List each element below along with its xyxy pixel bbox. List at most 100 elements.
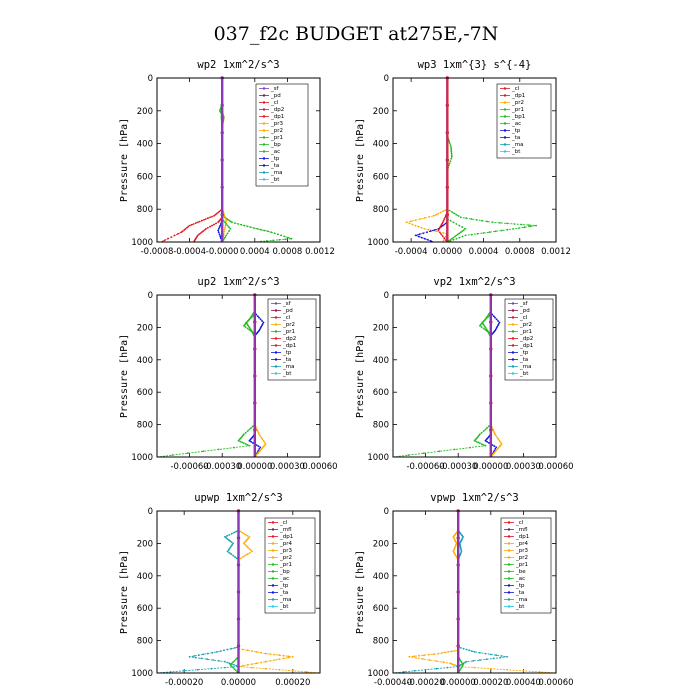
legend-marker xyxy=(271,591,275,594)
series-point xyxy=(495,327,498,329)
legend-label: _pr1 xyxy=(511,107,524,113)
series-line-ma xyxy=(156,511,239,674)
series-point xyxy=(230,662,233,665)
series-point xyxy=(256,428,258,431)
series-point xyxy=(248,444,251,447)
series-point xyxy=(460,666,463,669)
legend-label: _bt xyxy=(282,371,292,377)
series-point xyxy=(225,223,228,225)
series-point xyxy=(486,315,489,318)
x-tick-label: 0.0012 xyxy=(305,247,335,257)
series-point xyxy=(450,158,452,160)
series-point xyxy=(280,234,283,237)
series-point xyxy=(500,655,503,657)
legend-marker xyxy=(507,591,511,594)
x-tick-label: -0.00060 xyxy=(170,462,208,472)
y-tick-label: 400 xyxy=(373,572,389,582)
series-point xyxy=(260,228,262,231)
legend-label: _pr1 xyxy=(279,562,292,568)
series-point xyxy=(206,652,209,655)
series-point xyxy=(215,651,218,653)
panel-title: up2 1xm^2/s^3 xyxy=(197,276,279,288)
legend-label: _tp xyxy=(270,156,280,162)
x-tick-label: 0.0012 xyxy=(541,247,571,257)
series-point xyxy=(455,234,458,237)
y-tick-label: 0 xyxy=(148,507,153,517)
series-point xyxy=(242,664,244,667)
series-point xyxy=(231,543,234,546)
series-point xyxy=(269,660,272,662)
series-point xyxy=(215,212,218,215)
legend-label: _pr1 xyxy=(515,562,528,568)
series-point xyxy=(470,233,473,236)
series-point xyxy=(493,431,496,434)
legend-marker xyxy=(507,570,511,573)
series-point xyxy=(443,223,446,226)
legend-marker xyxy=(262,143,266,146)
series-point xyxy=(226,232,229,235)
series-point xyxy=(426,238,429,241)
series-point xyxy=(484,444,487,447)
series-point xyxy=(261,323,264,325)
series-point xyxy=(432,653,435,655)
series-point xyxy=(506,228,509,231)
y-tick-label: 800 xyxy=(373,637,389,647)
legend-marker xyxy=(262,150,266,153)
y-tick-label: 600 xyxy=(137,388,153,398)
y-axis-label: Pressure [hPa] xyxy=(355,334,366,418)
legend-marker xyxy=(274,372,278,375)
series-point xyxy=(188,224,191,227)
series-point xyxy=(226,550,229,553)
series-point xyxy=(260,661,262,664)
series-point xyxy=(465,660,468,663)
legend-marker xyxy=(262,115,266,118)
series-point xyxy=(260,651,262,654)
legend-marker xyxy=(503,129,507,132)
series-point xyxy=(495,654,498,657)
series-point xyxy=(418,233,421,236)
series-point xyxy=(261,320,263,322)
series-point xyxy=(207,217,209,220)
y-tick-label: 200 xyxy=(137,323,153,333)
series-point xyxy=(230,532,233,535)
series-point xyxy=(171,454,174,456)
legend: _sf_pd_cl_pr2_pr1_dp2_dp1_tp_ta_ma_bt xyxy=(267,298,317,381)
series-point xyxy=(477,441,479,444)
series-point xyxy=(266,230,269,233)
legend-marker xyxy=(274,365,278,368)
series-point xyxy=(485,658,488,661)
series-point xyxy=(459,668,462,670)
legend-label: _dp1 xyxy=(282,343,296,349)
series-point xyxy=(243,532,245,535)
series-point xyxy=(497,320,499,322)
legend-label: _pr4 xyxy=(279,541,293,547)
series-point xyxy=(225,537,228,539)
legend-label: _mfl xyxy=(515,527,528,533)
series-point xyxy=(224,226,227,229)
series-point xyxy=(444,216,446,219)
series-point xyxy=(211,215,213,218)
series-line-ma xyxy=(392,511,508,674)
series-point xyxy=(450,662,453,665)
series-point xyxy=(460,216,462,219)
series-point xyxy=(224,660,226,663)
series-point xyxy=(495,446,498,449)
series-point xyxy=(255,662,258,665)
legend-marker xyxy=(511,302,515,305)
series-point xyxy=(428,653,430,656)
series-point xyxy=(449,238,452,241)
series-point xyxy=(506,655,508,658)
series-point xyxy=(486,330,489,333)
legend-label: _cl xyxy=(511,86,520,92)
series-point xyxy=(429,230,432,233)
series-point xyxy=(499,656,502,659)
series-point xyxy=(489,667,492,670)
x-tick-label: 0.0004 xyxy=(240,247,270,257)
series-point xyxy=(249,226,252,229)
series-point xyxy=(457,233,459,236)
series-point xyxy=(202,230,205,233)
legend-marker xyxy=(262,136,266,139)
legend-label: _ma xyxy=(270,170,282,176)
series-point xyxy=(180,231,183,234)
legend-label: _ta xyxy=(279,590,288,596)
